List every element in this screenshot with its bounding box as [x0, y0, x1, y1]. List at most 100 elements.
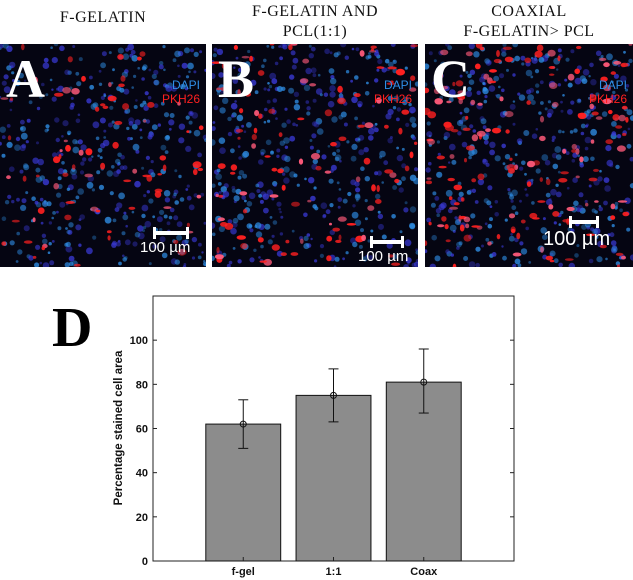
nucleus-dot: [368, 128, 375, 135]
nucleus-dot: [586, 114, 592, 120]
nucleus-dot: [112, 218, 117, 223]
dapi-label-c: DAPI: [598, 78, 627, 92]
nucleus-dot: [567, 82, 573, 88]
nucleus-dot: [127, 136, 131, 141]
nucleus-dot: [39, 95, 43, 99]
stained-cell-dot: [85, 148, 93, 156]
nucleus-dot: [134, 119, 141, 126]
nucleus-dot: [71, 173, 78, 180]
nucleus-dot: [469, 189, 473, 193]
nucleus-dot: [50, 46, 53, 49]
stained-cell-dot: [610, 215, 616, 220]
stained-cell-dot: [249, 55, 253, 62]
nucleus-dot: [266, 189, 274, 196]
nucleus-dot: [541, 154, 549, 161]
nucleus-dot: [109, 191, 114, 196]
nucleus-dot: [544, 159, 551, 166]
nucleus-dot: [45, 93, 49, 97]
nucleus-dot: [36, 106, 41, 111]
nucleus-dot: [151, 124, 158, 131]
nucleus-dot: [230, 114, 235, 118]
nucleus-dot: [328, 178, 334, 184]
stained-cell-dot: [477, 102, 483, 106]
nucleus-dot: [80, 161, 85, 166]
nucleus-dot: [279, 56, 283, 61]
scale-label-a: 100 µm: [140, 239, 191, 256]
nucleus-dot: [72, 139, 78, 145]
stained-cell-dot: [71, 164, 76, 170]
nucleus-dot: [414, 167, 418, 172]
nucleus-dot: [152, 215, 156, 219]
nucleus-dot: [272, 181, 278, 187]
nucleus-dot: [560, 109, 564, 113]
nucleus-dot: [216, 91, 221, 96]
stained-cell-dot: [338, 234, 342, 241]
nucleus-dot: [191, 112, 199, 119]
nucleus-dot: [201, 251, 204, 254]
nucleus-dot: [509, 103, 516, 110]
nucleus-dot: [143, 105, 149, 111]
nucleus-dot: [237, 72, 245, 80]
nucleus-dot: [291, 64, 297, 70]
stained-cell-dot: [395, 68, 405, 76]
stained-cell-dot: [212, 61, 221, 64]
nucleus-dot: [222, 190, 230, 198]
nucleus-dot: [309, 145, 314, 150]
nucleus-dot: [431, 234, 437, 241]
nucleus-dot: [97, 147, 103, 153]
nucleus-dot: [611, 80, 614, 84]
nucleus-dot: [176, 221, 183, 228]
nucleus-dot: [610, 240, 617, 246]
stained-cell-dot: [558, 178, 568, 183]
nucleus-dot: [523, 130, 530, 136]
stained-cell-dot: [425, 87, 430, 94]
nucleus-dot: [327, 145, 331, 148]
nucleus-dot: [372, 104, 375, 108]
stained-cell-dot: [549, 73, 555, 76]
nucleus-dot: [330, 78, 337, 85]
nucleus-dot: [23, 225, 30, 232]
nucleus-dot: [188, 204, 195, 211]
nucleus-dot: [409, 222, 416, 229]
stained-cell-dot: [298, 158, 304, 165]
nucleus-dot: [117, 47, 124, 54]
y-tick-label: 0: [142, 556, 148, 568]
nucleus-dot: [253, 248, 257, 252]
nucleus-dot: [624, 88, 629, 92]
nucleus-dot: [150, 172, 156, 178]
stained-cell-dot: [621, 105, 628, 110]
nucleus-dot: [401, 163, 407, 169]
nucleus-dot: [153, 79, 160, 86]
stained-cell-dot: [463, 216, 471, 223]
nucleus-dot: [31, 196, 36, 201]
nucleus-dot: [334, 156, 340, 162]
nucleus-dot: [386, 242, 393, 249]
stained-cell-dot: [425, 240, 428, 246]
nucleus-dot: [387, 95, 394, 102]
nucleus-dot: [266, 44, 270, 48]
nucleus-dot: [133, 74, 137, 78]
nucleus-dot: [137, 66, 140, 70]
stained-cell-dot: [445, 239, 451, 243]
nucleus-dot: [117, 239, 121, 243]
nucleus-dot: [273, 183, 277, 187]
stained-cell-dot: [370, 45, 377, 49]
nucleus-dot: [216, 168, 221, 173]
nucleus-dot: [355, 47, 360, 52]
nucleus-dot: [246, 201, 253, 207]
stained-cell-dot: [0, 97, 9, 100]
nucleus-dot: [260, 148, 266, 155]
nucleus-dot: [605, 145, 612, 152]
nucleus-dot: [164, 135, 170, 141]
stained-cell-dot: [147, 101, 155, 108]
stained-cell-dot: [78, 149, 84, 156]
nucleus-dot: [232, 217, 239, 224]
stained-cell-dot: [137, 56, 142, 61]
nucleus-dot: [166, 221, 171, 226]
nucleus-dot: [193, 51, 199, 57]
stained-cell-dot: [332, 227, 340, 232]
stained-cell-dot: [94, 106, 100, 112]
nucleus-dot: [262, 193, 269, 200]
nucleus-dot: [585, 124, 588, 128]
nucleus-dot: [390, 44, 396, 47]
